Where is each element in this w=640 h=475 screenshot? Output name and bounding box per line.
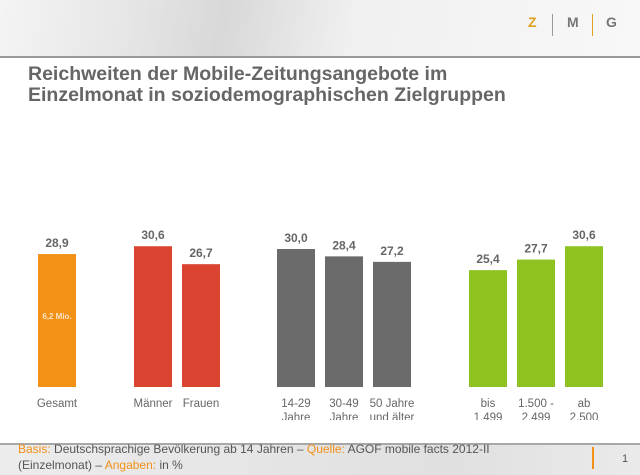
bar-chart: 28,9 6,2 Mio. Gesamt 30,6 Männer 26,7 Frauen 30… bbox=[37, 228, 603, 420]
category-label: 2.499 bbox=[522, 412, 551, 420]
quelle-text: AGOF mobile facts 2012-II bbox=[344, 442, 490, 456]
bar bbox=[373, 261, 411, 387]
category-label: Jahre bbox=[282, 412, 311, 420]
value-label: 30,6 bbox=[572, 228, 596, 242]
basis-text: Deutschsprachige Bevölkerung ab 14 Jahre… bbox=[50, 442, 307, 456]
category-label: 14-29 bbox=[281, 398, 310, 410]
bar bbox=[38, 254, 76, 387]
header-banner bbox=[0, 0, 640, 56]
logo-letter: Z bbox=[528, 14, 537, 30]
footer bbox=[0, 444, 640, 475]
logo-letter: M bbox=[567, 14, 579, 30]
page-number-divider bbox=[592, 447, 594, 469]
category-label: ab bbox=[578, 398, 591, 410]
header-divider bbox=[0, 56, 640, 58]
value-label: 25,4 bbox=[476, 252, 500, 266]
angaben-text: in % bbox=[156, 458, 183, 472]
value-label: 26,7 bbox=[189, 246, 213, 260]
bar bbox=[134, 246, 172, 387]
value-label: 30,6 bbox=[141, 228, 165, 242]
category-label: 30-49 bbox=[329, 398, 358, 410]
category-label: Frauen bbox=[183, 398, 219, 410]
einzelmonat-text: (Einzelmonat) – bbox=[18, 458, 105, 472]
category-label: Gesamt bbox=[37, 398, 78, 410]
slide-title: Reichweiten der Mobile-Zeitungsangebote … bbox=[28, 64, 628, 106]
bar bbox=[517, 259, 555, 387]
value-label: 28,4 bbox=[332, 238, 356, 252]
value-label: 28,9 bbox=[45, 236, 69, 250]
bar bbox=[325, 256, 363, 387]
footer-divider bbox=[0, 443, 640, 445]
title-line: Reichweiten der Mobile-Zeitungsangebote … bbox=[28, 63, 448, 85]
bar bbox=[277, 249, 315, 387]
bar bbox=[182, 264, 220, 387]
value-label: 30,0 bbox=[284, 231, 308, 245]
category-label: Jahre bbox=[330, 412, 359, 420]
bar bbox=[565, 246, 603, 387]
logo-divider bbox=[552, 14, 553, 36]
category-label: 50 Jahre bbox=[370, 398, 415, 410]
source-note: Basis: Deutschsprachige Bevölkerung ab 1… bbox=[18, 441, 558, 473]
category-label: 2.500 bbox=[570, 412, 599, 420]
category-label: und älter bbox=[370, 412, 415, 420]
logo-divider bbox=[592, 14, 593, 36]
page-number: 1 bbox=[622, 453, 629, 465]
angaben-key: Angaben: bbox=[104, 458, 157, 472]
title-line: Einzelmonat in soziodemographischen Ziel… bbox=[28, 84, 506, 106]
category-label: 1.499 bbox=[474, 412, 503, 420]
category-label: 1.500 - bbox=[518, 398, 554, 410]
category-label: Männer bbox=[134, 398, 173, 410]
bar-inner-label: 6,2 Mio. bbox=[42, 312, 71, 321]
quelle-key: Quelle: bbox=[306, 442, 345, 456]
category-label: bis bbox=[481, 398, 496, 410]
logo-letter: G bbox=[606, 14, 617, 30]
zmg-logo: Z M G bbox=[522, 14, 632, 42]
bar bbox=[469, 270, 507, 387]
basis-key: Basis: bbox=[18, 442, 51, 456]
value-label: 27,2 bbox=[380, 244, 404, 258]
value-label: 27,7 bbox=[524, 242, 548, 256]
